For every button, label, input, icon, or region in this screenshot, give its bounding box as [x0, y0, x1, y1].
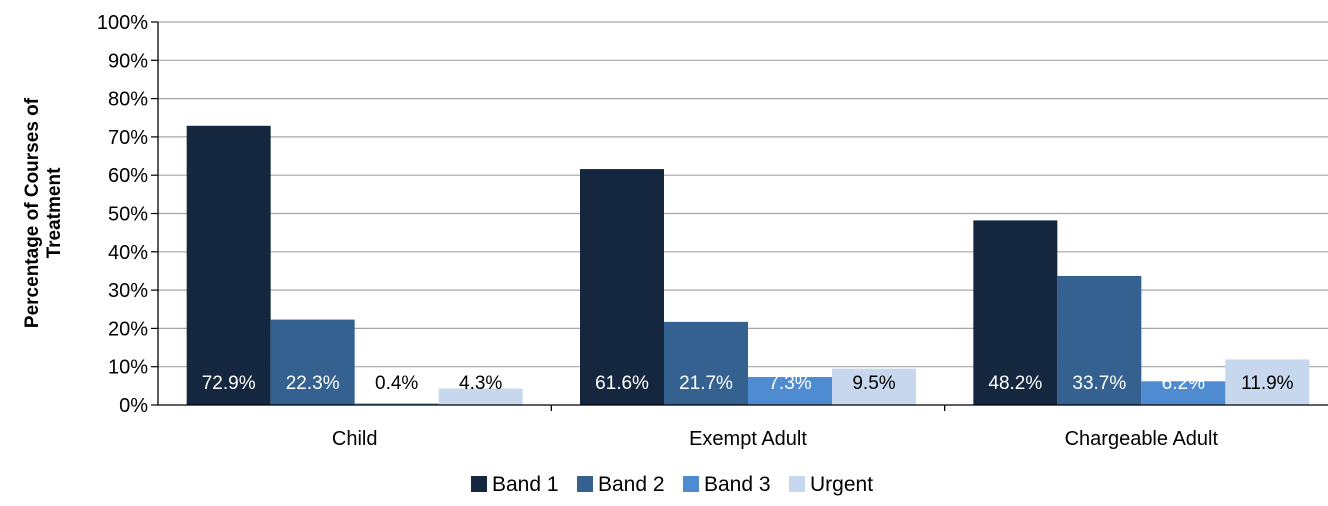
y-axis-label-line-1: Percentage of Courses of [22, 97, 43, 328]
legend-item-band-3: Band 3 [683, 473, 771, 496]
legend-swatch [789, 476, 805, 492]
bar-band-1 [580, 169, 664, 405]
data-label: 11.9% [1241, 373, 1294, 394]
legend-item-band-1: Band 1 [471, 473, 559, 496]
legend-item-urgent: Urgent [789, 473, 873, 496]
y-tick-label: 100% [97, 12, 148, 34]
bar-band-2 [270, 319, 355, 405]
y-tick-label: 10% [108, 357, 148, 379]
legend-item-band-2: Band 2 [577, 473, 665, 496]
gridlines [158, 21, 1328, 368]
bar-band-3 [1141, 381, 1226, 405]
y-tick-label: 80% [108, 89, 148, 111]
bar-band-2 [664, 321, 748, 405]
data-label: 6.2% [1162, 373, 1205, 394]
legend-swatch [577, 476, 593, 492]
y-tick-label: 60% [108, 165, 148, 187]
y-tick-label: 50% [108, 204, 148, 226]
data-label: 48.2% [988, 373, 1042, 394]
y-axis-ticks: 0% 10% 20% 30% 40% 50% 60% 70% 80% 90% 100% [97, 12, 158, 417]
data-label: 21.7% [679, 373, 733, 394]
x-axis-ticks: Child Exempt Adult Chargeable Adult [332, 405, 1219, 450]
data-label: 0.4% [375, 373, 418, 394]
x-tick-label: Exempt Adult [689, 428, 807, 450]
legend-swatch [471, 476, 487, 492]
legend-label: Band 2 [598, 473, 665, 496]
bar-band-1 [186, 125, 271, 405]
bars: 72.9% 22.3% 0.4% 4.3% 61.6% 21.7% 7.3% 9.5% 48.2… [186, 125, 1310, 405]
y-axis-label: Percentage of Courses of Treatment [22, 97, 65, 328]
data-label: 7.3% [768, 373, 811, 394]
y-tick-label: 70% [108, 127, 148, 149]
bar-band-3 [748, 377, 832, 405]
legend-label: Urgent [810, 473, 873, 496]
y-tick-label: 20% [108, 318, 148, 340]
data-label: 4.3% [459, 373, 502, 394]
y-tick-label: 90% [108, 50, 148, 72]
x-tick-label: Chargeable Adult [1065, 428, 1219, 450]
data-label: 72.9% [202, 373, 256, 394]
bar-band-2 [1057, 275, 1142, 405]
bar-urgent [832, 368, 916, 405]
legend: Band 1 Band 2 Band 3 Urgent [471, 473, 873, 496]
data-label: 9.5% [852, 373, 895, 394]
x-tick-label: Child [332, 428, 378, 450]
bar-band-3 [354, 403, 439, 405]
legend-label: Band 1 [492, 473, 559, 496]
y-tick-label: 0% [119, 395, 148, 417]
y-tick-label: 30% [108, 280, 148, 302]
data-label: 33.7% [1072, 373, 1126, 394]
legend-label: Band 3 [704, 473, 771, 496]
legend-swatch [683, 476, 699, 492]
data-label: 22.3% [286, 373, 340, 394]
data-label: 61.6% [595, 373, 649, 394]
y-axis-label-line-2: Treatment [44, 167, 65, 258]
y-tick-label: 40% [108, 242, 148, 264]
axes [157, 22, 1328, 406]
bar-urgent [438, 388, 523, 405]
bar-urgent [1225, 359, 1310, 405]
bar-band-1 [973, 220, 1058, 405]
